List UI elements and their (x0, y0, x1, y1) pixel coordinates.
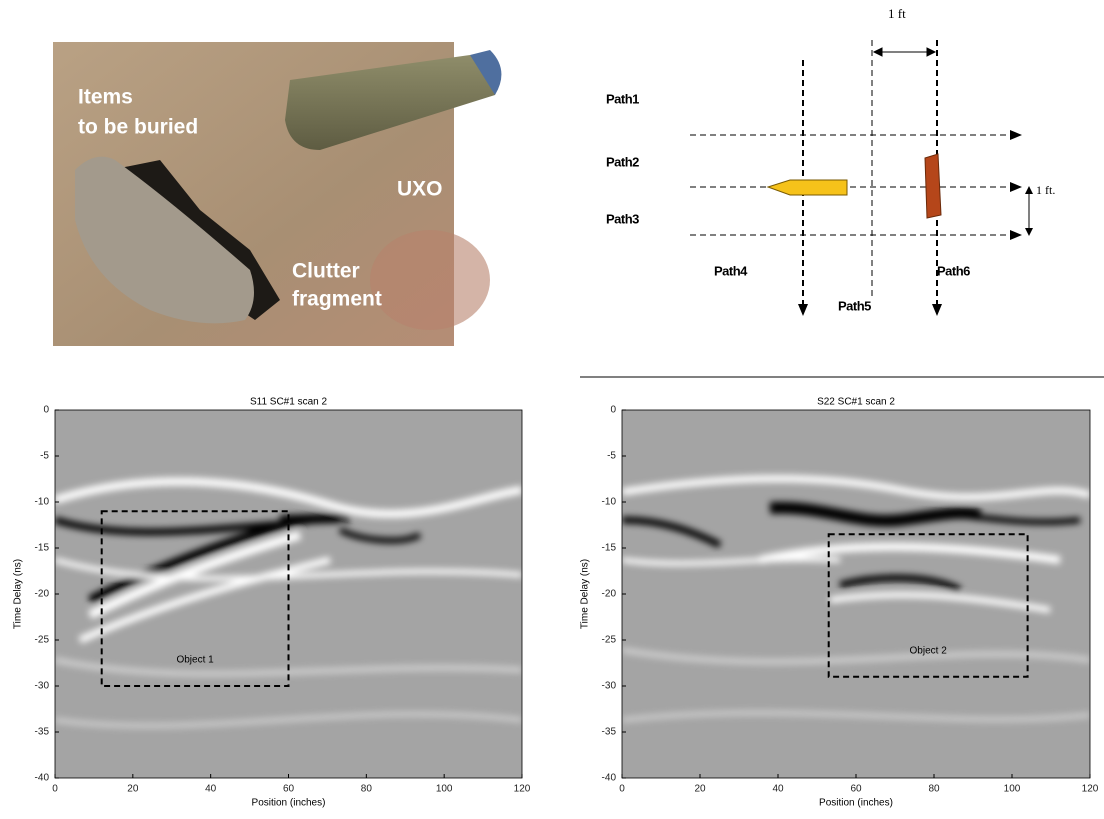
photo-caption: to be buried (78, 116, 198, 139)
reflection (622, 516, 722, 549)
diagram: 1 ft 1 ft. Path1 Path2 Path3 Path4 Path5… (606, 6, 1055, 316)
y-tick-label: -15 (602, 543, 617, 554)
object-box (100, 510, 290, 688)
y-axis-label: Time Delay (ns) (580, 559, 591, 629)
photo: Items to be buried UXO Clutter fragment (53, 42, 502, 346)
x-tick-label: 40 (205, 784, 217, 795)
reflection (55, 557, 522, 581)
reflection (622, 710, 1090, 723)
path-label: Path3 (606, 211, 639, 226)
x-tick-label: 20 (127, 784, 139, 795)
path-label: Path4 (714, 263, 748, 278)
y-tick-label: -10 (35, 497, 50, 508)
path-label: Path6 (937, 263, 970, 278)
reflection (759, 542, 1061, 564)
y-tick-label: -25 (35, 635, 50, 646)
y-tick-label: -20 (35, 589, 50, 600)
path-label: Path1 (606, 91, 639, 106)
x-tick-label: 80 (361, 784, 373, 795)
x-tick-label: 0 (619, 784, 625, 795)
y-tick-label: -20 (602, 589, 617, 600)
path-label: Path5 (838, 298, 871, 313)
reflection (769, 501, 982, 527)
y-tick-label: -35 (602, 727, 617, 738)
x-axis-label: Position (inches) (252, 798, 326, 809)
object-label: Object 1 (176, 655, 214, 666)
x-tick-label: 60 (850, 784, 862, 795)
x-axis-label: Position (inches) (819, 798, 893, 809)
x-tick-label: 100 (1004, 784, 1021, 795)
radargram (55, 410, 522, 778)
reflection (78, 556, 331, 644)
object-label: Object 2 (910, 645, 948, 656)
reflection (622, 647, 1090, 665)
reflection (55, 657, 522, 677)
x-tick-label: 120 (514, 784, 531, 795)
clutter-label: fragment (292, 288, 382, 311)
reflection (87, 530, 302, 620)
x-tick-label: 0 (52, 784, 58, 795)
y-tick-label: -10 (602, 497, 617, 508)
y-tick-label: -40 (602, 773, 617, 784)
radargram-reflections (55, 477, 522, 729)
x-tick-label: 80 (928, 784, 940, 795)
x-tick-label: 60 (283, 784, 295, 795)
offset-label: 1 ft. (1036, 183, 1055, 197)
spacing-label: 1 ft (888, 6, 906, 21)
y-tick-label: -35 (35, 727, 50, 738)
photo-caption: Items (78, 86, 133, 109)
radargram (622, 410, 1090, 778)
reflection (622, 556, 841, 567)
reflection (829, 591, 1051, 613)
clutter-label: Clutter (292, 260, 360, 283)
reflection (55, 711, 522, 729)
uxo-label: UXO (397, 178, 443, 201)
x-tick-label: 100 (436, 784, 453, 795)
y-tick-label: -15 (35, 543, 50, 554)
y-tick-label: -5 (40, 451, 49, 462)
radargram-reflections (622, 475, 1090, 723)
reflection (622, 475, 1090, 501)
y-tick-label: -40 (35, 773, 50, 784)
y-tick-label: -5 (607, 451, 616, 462)
y-tick-label: -25 (602, 635, 617, 646)
path-label: Path2 (606, 154, 639, 169)
y-tick-label: -30 (602, 681, 617, 692)
reflection (55, 477, 522, 518)
object-box (827, 533, 1029, 678)
reflection (279, 513, 341, 525)
y-tick-label: -30 (35, 681, 50, 692)
reflection (87, 515, 302, 605)
y-axis-label: Time Delay (ns) (13, 559, 24, 629)
panel-title: S11 SC#1 scan 2 (250, 397, 328, 408)
y-tick-label: 0 (610, 405, 616, 416)
x-tick-label: 40 (772, 784, 784, 795)
panel-title: S22 SC#1 scan 2 (817, 397, 895, 408)
x-tick-label: 120 (1082, 784, 1099, 795)
reflection (839, 574, 962, 594)
y-tick-label: 0 (43, 405, 49, 416)
x-tick-label: 20 (694, 784, 706, 795)
reflection (959, 512, 1081, 526)
reflection (338, 527, 422, 544)
